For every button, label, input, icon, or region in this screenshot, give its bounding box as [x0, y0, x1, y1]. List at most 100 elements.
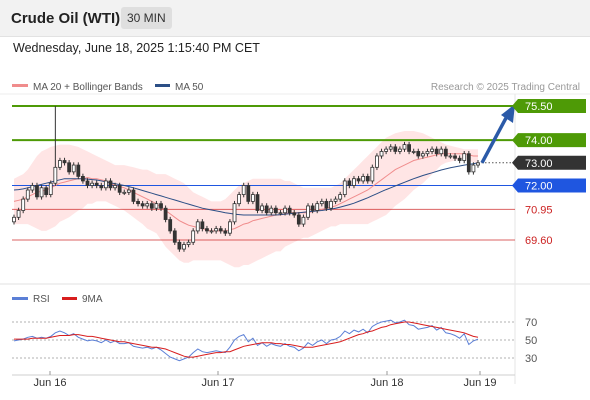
- bollinger-band: [14, 131, 478, 268]
- candle: [269, 207, 274, 214]
- rsi-tick-30: 30: [525, 353, 537, 365]
- candle: [71, 164, 76, 173]
- candle: [163, 207, 168, 220]
- ma50-legend-swatch: [155, 84, 170, 87]
- candle: [195, 221, 200, 232]
- candle: [375, 155, 379, 168]
- candle: [62, 160, 67, 164]
- candle: [113, 185, 117, 189]
- candle: [122, 191, 127, 194]
- candle: [246, 185, 251, 202]
- candle: [342, 180, 347, 195]
- candle: [48, 182, 53, 195]
- candle: [205, 228, 209, 232]
- level-label-69.60: 69.60: [525, 235, 553, 247]
- candle: [90, 182, 94, 186]
- candle: [365, 176, 370, 182]
- credit-text: Research © 2025 Trading Central: [431, 82, 580, 93]
- level-tag-75.50: [512, 99, 586, 113]
- level-label-75.50: 75.50: [525, 101, 553, 113]
- ma9-legend-swatch: [62, 297, 77, 300]
- candle: [85, 180, 90, 186]
- ma20-legend-swatch: [12, 84, 28, 87]
- level-label-72.00: 72.00: [525, 180, 553, 192]
- candle: [39, 187, 44, 198]
- candle: [310, 205, 315, 211]
- instrument-title: Crude Oil (WTI): [11, 10, 121, 27]
- forecast-arrow-head: [501, 104, 515, 123]
- level-tag-72.00: [512, 178, 586, 193]
- candles: [12, 106, 480, 252]
- candle: [172, 230, 177, 243]
- candle: [241, 185, 246, 195]
- candle: [131, 189, 136, 202]
- candle: [315, 203, 320, 211]
- candle: [301, 216, 306, 225]
- rsi-line: [13, 319, 479, 362]
- candle: [218, 228, 223, 232]
- rsi-panel: 70 50 30: [12, 317, 537, 365]
- level-labels: 75.50 74.00 73.00 72.00 70.95 69.60: [512, 99, 586, 247]
- candle: [237, 194, 242, 205]
- moving-averages: [13, 153, 479, 232]
- candle: [416, 151, 421, 157]
- candle: [25, 189, 30, 200]
- candle: [81, 176, 85, 182]
- candle: [168, 219, 173, 232]
- candle: [453, 155, 457, 159]
- candle: [296, 214, 301, 225]
- candle: [159, 203, 163, 209]
- candle: [356, 178, 361, 182]
- rsi-ma9-line: [14, 321, 479, 358]
- candle: [388, 146, 393, 150]
- ma20-legend-label: MA 20 + Bollinger Bands: [33, 82, 143, 93]
- candle: [58, 160, 62, 168]
- candle: [434, 148, 439, 155]
- candle: [177, 241, 182, 250]
- chart-datetime: Wednesday, June 18, 2025 1:15:40 PM CET: [13, 41, 260, 55]
- rsi-legend-label: RSI: [33, 294, 50, 305]
- candle: [370, 166, 375, 182]
- candle: [228, 221, 232, 234]
- candle: [379, 151, 384, 157]
- candle: [94, 182, 99, 186]
- level-label-70.95: 70.95: [525, 204, 553, 216]
- candle: [255, 194, 260, 211]
- candle: [76, 164, 81, 177]
- candle: [425, 151, 430, 155]
- candle: [117, 185, 122, 193]
- candle: [319, 200, 324, 205]
- candle: [264, 205, 269, 214]
- candle: [411, 151, 416, 153]
- candle: [232, 203, 237, 223]
- candle: [214, 228, 219, 232]
- candle: [361, 176, 366, 182]
- x-axis: Jun 16 Jun 17 Jun 18 Jun 19: [33, 371, 497, 389]
- forecast-arrow: [478, 104, 515, 164]
- candle: [99, 185, 104, 189]
- candle: [126, 189, 131, 193]
- x-tick-label: Jun 17: [201, 377, 234, 389]
- candle: [200, 221, 205, 230]
- candle: [149, 203, 154, 209]
- x-tick-label: Jun 16: [33, 377, 66, 389]
- candle: [420, 153, 425, 157]
- candle: [12, 216, 16, 223]
- candle: [67, 162, 72, 173]
- timeframe-button[interactable]: 30 MIN: [121, 7, 172, 29]
- candle: [21, 198, 26, 211]
- candle: [407, 144, 411, 152]
- candle: [333, 198, 338, 202]
- x-tick-label: Jun 18: [370, 377, 403, 389]
- candle: [16, 210, 21, 218]
- forecast-arrow-shaft: [480, 117, 508, 164]
- candle: [278, 212, 283, 215]
- ma50-legend-label: MA 50: [175, 82, 204, 93]
- candle: [53, 166, 58, 184]
- candle: [292, 212, 297, 216]
- x-tick-label: Jun 19: [463, 377, 496, 389]
- candle: [209, 230, 214, 233]
- rsi-tick-50: 50: [525, 335, 537, 347]
- candle: [186, 241, 191, 245]
- candle: [273, 207, 278, 214]
